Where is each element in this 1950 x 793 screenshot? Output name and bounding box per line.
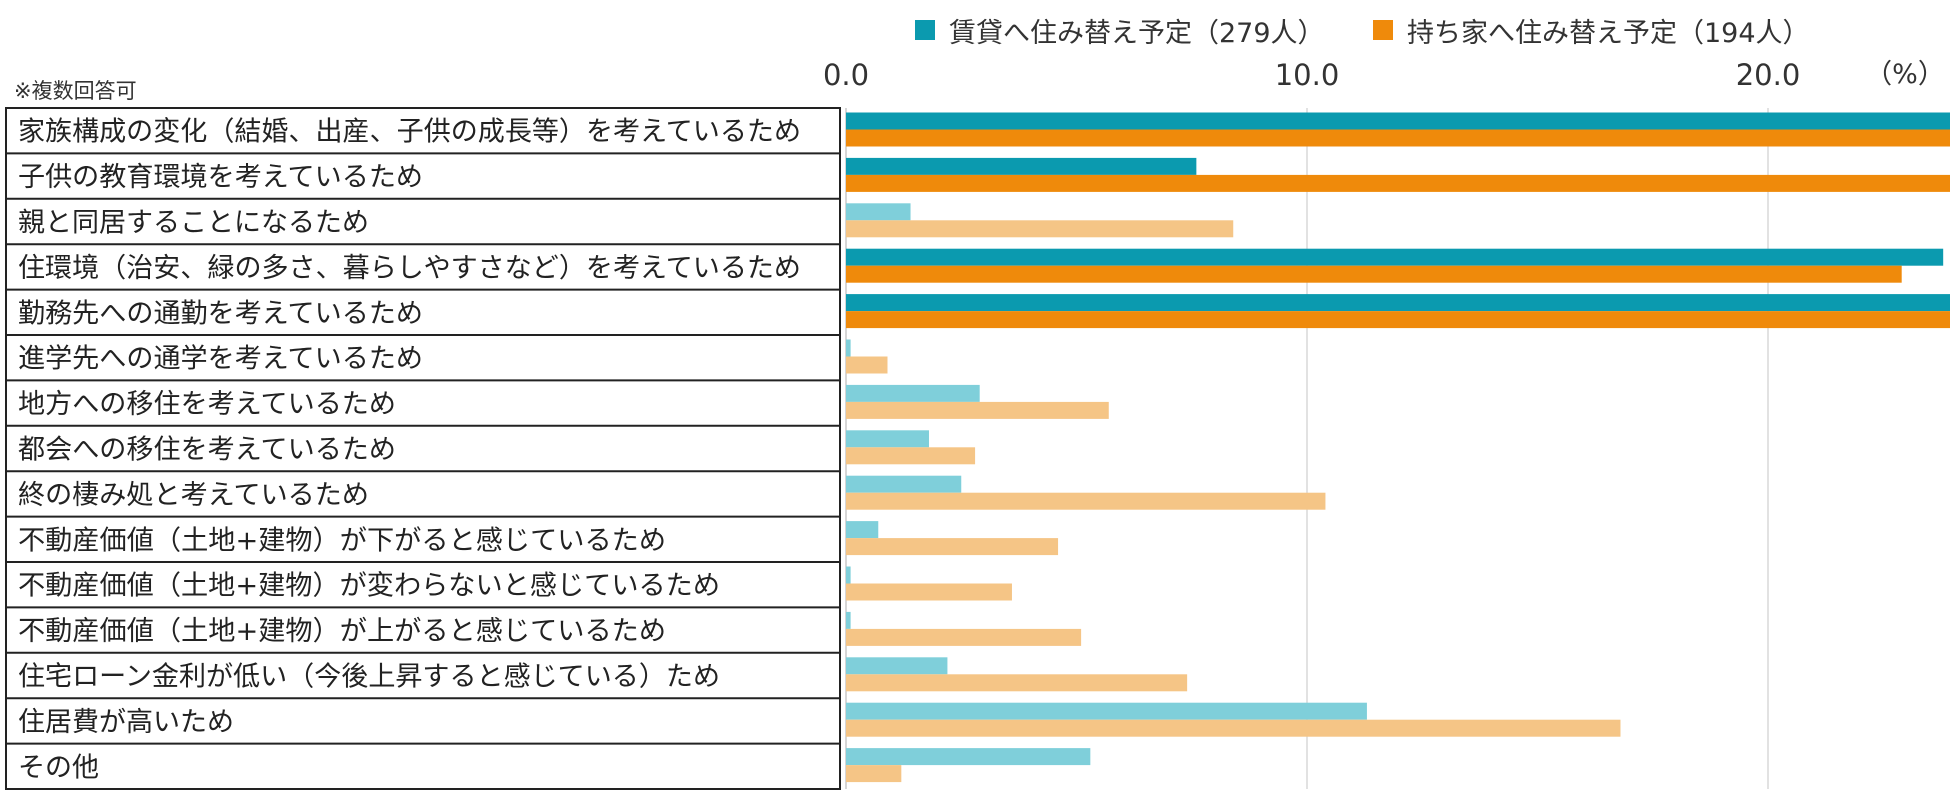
bar-rental: [846, 203, 911, 221]
bar-owned: [846, 265, 1902, 283]
x-tick-label-1: 10.0: [1275, 58, 1340, 92]
category-label: 住環境（治安、緑の多さ、暮らしやすさなど）を考えているため: [18, 253, 801, 284]
bar-rental: [846, 657, 948, 675]
bar-rental: [846, 702, 1367, 720]
bar-owned: [846, 628, 1082, 646]
x-tick-label-2: 20.0: [1736, 58, 1801, 92]
bar-owned: [846, 538, 1059, 556]
bar-owned: [846, 174, 1950, 192]
category-label: 住宅ローン金利が低い（今後上昇すると感じている）ため: [18, 662, 720, 693]
category-label: 終の棲み処と考えているため: [18, 480, 369, 511]
category-label: 住居費が高いため: [18, 707, 234, 738]
bar-rental: [846, 475, 962, 493]
bar-rental: [846, 157, 1197, 175]
category-label: その他: [18, 752, 99, 783]
bar-owned: [846, 356, 888, 374]
bar-owned: [846, 311, 1950, 329]
bar-owned: [846, 674, 1188, 692]
bar-rental: [846, 339, 851, 357]
bar-owned: [846, 447, 976, 465]
bar-rental: [846, 248, 1944, 266]
unit-label: （%）: [1865, 59, 1945, 90]
bar-owned: [846, 583, 1012, 601]
category-label: 地方への移住を考えているため: [18, 389, 396, 420]
legend-swatch-owned: [1373, 20, 1393, 40]
bar-rental: [846, 384, 980, 402]
bar-owned: [846, 129, 1950, 147]
category-label: 親と同居することになるため: [18, 208, 369, 239]
category-label: 不動産価値（土地+建物）が上がると感じているため: [18, 616, 666, 647]
bar-owned: [846, 220, 1234, 238]
legend-item-owned: 持ち家へ住み替え予定（194人）: [1373, 10, 1810, 50]
bar-rental: [846, 294, 1950, 312]
bar-owned: [846, 401, 1109, 419]
category-label: 進学先への通学を考えているため: [18, 344, 423, 375]
legend-swatch-rental: [915, 20, 935, 40]
category-label: 子供の教育環境を考えているため: [18, 162, 423, 193]
bar-owned: [846, 765, 902, 783]
legend-item-rental: 賃貸へ住み替え予定（279人）: [915, 10, 1325, 50]
bar-owned: [846, 492, 1326, 510]
category-label: 不動産価値（土地+建物）が下がると感じているため: [18, 525, 666, 556]
bar-rental: [846, 521, 879, 539]
bar-rental: [846, 112, 1950, 130]
category-label: 勤務先への通勤を考えているため: [18, 298, 423, 329]
note-multiple-answers: ※複数回答可: [14, 79, 137, 103]
bar-rental: [846, 430, 929, 448]
bar-rental: [846, 611, 851, 629]
category-label: 家族構成の変化（結婚、出産、子供の成長等）を考えているため: [18, 117, 801, 148]
category-label: 都会への移住を考えているため: [18, 435, 396, 466]
bar-rental: [846, 566, 851, 584]
x-tick-label-0: 0.0: [823, 58, 869, 92]
bar-owned: [846, 719, 1621, 737]
category-table: [5, 107, 841, 790]
legend-label-rental: 賃貸へ住み替え予定（279人）: [949, 17, 1325, 49]
legend-label-owned: 持ち家へ住み替え予定（194人）: [1407, 17, 1810, 49]
category-label: 不動産価値（土地+建物）が変わらないと感じているため: [18, 571, 720, 602]
bar-rental: [846, 748, 1091, 766]
